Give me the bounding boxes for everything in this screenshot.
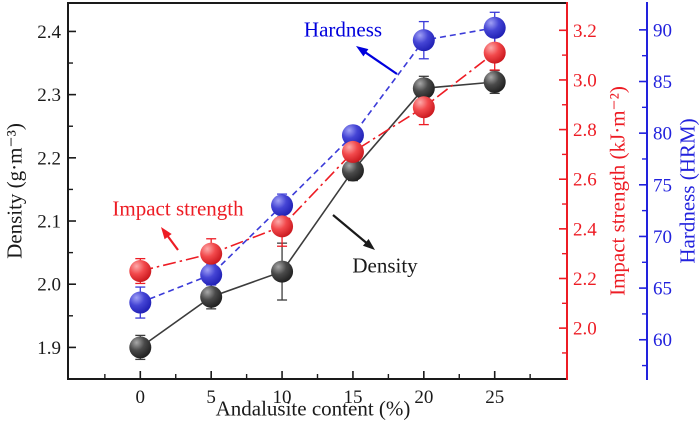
impact-axis-title: Impact strength (kJ·m⁻²) xyxy=(605,86,630,296)
hardness-axis-tick-label: 75 xyxy=(653,175,672,196)
series-line xyxy=(139,81,495,349)
hardness-point xyxy=(483,16,506,39)
hardness-annotation-arrow-head xyxy=(356,46,369,57)
left-axis-tick-label: 1.9 xyxy=(37,338,61,359)
impact-strength-point xyxy=(200,242,223,265)
impact-strength-point xyxy=(129,260,152,283)
density-annotation-arrow-line xyxy=(332,214,369,246)
impact-axis-tick-label: 2.6 xyxy=(573,170,597,191)
impact-axis-tick-label: 3.0 xyxy=(573,70,597,91)
impact-annotation-arrow-head xyxy=(161,227,172,240)
hardness-point xyxy=(200,263,223,286)
hardness-point xyxy=(129,291,152,314)
x-axis-tick-label: 20 xyxy=(414,387,433,408)
x-axis-tick-label: 10 xyxy=(273,387,292,408)
hardness-axis-tick-label: 85 xyxy=(653,72,672,93)
density-point xyxy=(412,77,435,100)
impact-axis-tick-label: 2.8 xyxy=(573,120,597,141)
hardness-point xyxy=(412,29,435,52)
hardness-annotation-arrow-line xyxy=(362,50,398,75)
hardness-point xyxy=(341,124,364,147)
x-axis-tick-label: 15 xyxy=(343,387,362,408)
hardness-series xyxy=(135,11,500,319)
left-axis-title: Density (g·m⁻³) xyxy=(2,123,27,259)
impact-strength-point xyxy=(483,41,506,64)
hardness-annotation-label: Hardness xyxy=(303,17,383,42)
density-annotation-arrow-head xyxy=(362,238,375,250)
density-point xyxy=(483,70,506,93)
impact-strength-point xyxy=(341,140,364,163)
density-point xyxy=(200,285,223,308)
density-point xyxy=(129,336,152,359)
series-line xyxy=(140,27,495,304)
series-line xyxy=(140,52,496,272)
hardness-axis-tick-label: 70 xyxy=(653,227,672,248)
impact-strength-point xyxy=(271,215,294,238)
density-annotation-label: Density xyxy=(352,253,418,278)
hardness-axis-tick-label: 60 xyxy=(653,330,672,351)
impact-axis-tick-label: 2.4 xyxy=(573,219,597,240)
x-axis-tick-label: 25 xyxy=(485,387,504,408)
left-axis-tick-label: 2.3 xyxy=(37,85,61,106)
left-axis-tick-label: 2.2 xyxy=(37,148,61,169)
impact-strength-annotation-label: Impact strength xyxy=(112,196,244,221)
impact-axis-tick-label: 3.2 xyxy=(573,21,597,42)
left-axis-tick-label: 2.4 xyxy=(37,22,61,43)
density-point xyxy=(271,260,294,283)
impact-axis-tick-label: 2.2 xyxy=(573,269,597,290)
x-axis-tick-label: 0 xyxy=(136,387,146,408)
x-axis-title: Andalusite content (%) xyxy=(215,396,411,421)
hardness-axis-tick-label: 90 xyxy=(653,20,672,41)
x-axis-tick-label: 5 xyxy=(206,387,216,408)
impact-strength-series xyxy=(135,34,500,285)
hardness-axis-tick-label: 65 xyxy=(653,279,672,300)
hardness-axis-title: Hardness (HRM) xyxy=(675,118,700,264)
hardness-axis-tick-label: 80 xyxy=(653,124,672,145)
hardness-point xyxy=(271,194,294,217)
left-axis-tick-label: 2.1 xyxy=(37,212,61,233)
impact-annotation-arrow-line xyxy=(165,233,179,251)
impact-axis-tick-label: 2.0 xyxy=(573,319,597,340)
impact-strength-point xyxy=(412,96,435,119)
density-point xyxy=(341,159,364,182)
left-axis-tick-label: 2.0 xyxy=(37,275,61,296)
